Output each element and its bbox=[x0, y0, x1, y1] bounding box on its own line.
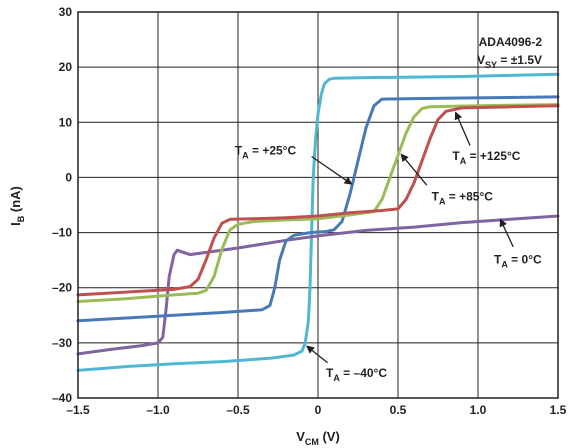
x-tick-label: 1.5 bbox=[550, 403, 567, 417]
y-tick-label: –40 bbox=[52, 391, 72, 405]
x-axis-label: VCM (V) bbox=[296, 429, 340, 447]
y-tick-label: –20 bbox=[52, 281, 72, 295]
annotation-label: TA = –40°C bbox=[326, 366, 387, 383]
x-tick-label: –1.0 bbox=[146, 403, 170, 417]
annotation-label: TA = 0°C bbox=[494, 252, 542, 269]
x-tick-label: –0.5 bbox=[226, 403, 250, 417]
annotation-label: TA = +125°C bbox=[452, 149, 520, 166]
y-tick-label: 30 bbox=[59, 5, 73, 19]
annotation-arrow bbox=[400, 153, 428, 186]
x-tick-label: 1.0 bbox=[470, 403, 487, 417]
annotations: TA = +25°C TA = +125°C TA = +85°C TA = 0°C T… bbox=[235, 111, 542, 383]
y-tick-label: 10 bbox=[59, 115, 73, 129]
series-line bbox=[76, 104, 560, 297]
x-tick-label: –1.5 bbox=[66, 403, 90, 417]
tick-labels: –1.5 –1.0 –0.5 0 0.5 1.0 1.5 –40 –30 –20 –10 0 10 20 3… bbox=[52, 5, 567, 417]
annotation-label: TA = +85°C bbox=[432, 190, 494, 207]
annotation-arrow bbox=[306, 345, 329, 364]
series-line bbox=[76, 103, 560, 303]
x-tick-label: 0 bbox=[315, 403, 322, 417]
annotation-arrow bbox=[499, 218, 514, 248]
annotation-arrow bbox=[311, 155, 353, 185]
y-axis-label: IB (nA) bbox=[8, 186, 26, 226]
annotation-label: TA = +25°C bbox=[235, 143, 297, 160]
series-line bbox=[76, 72, 560, 372]
y-tick-label: 0 bbox=[65, 170, 72, 184]
series-line bbox=[76, 95, 560, 323]
series-line bbox=[76, 214, 560, 356]
legend-device-name: ADA4096-2 bbox=[479, 35, 543, 49]
series-lines bbox=[76, 72, 560, 372]
annotation-arrow bbox=[454, 111, 471, 146]
x-tick-label: 0.5 bbox=[390, 403, 407, 417]
y-tick-label: –10 bbox=[52, 226, 72, 240]
y-tick-label: –30 bbox=[52, 336, 72, 350]
plot-frame bbox=[77, 11, 559, 399]
y-tick-label: 20 bbox=[59, 60, 73, 74]
legend-supply: VSY = ±1.5V bbox=[477, 53, 542, 70]
legend-box: ADA4096-2 VSY = ±1.5V bbox=[477, 35, 542, 70]
